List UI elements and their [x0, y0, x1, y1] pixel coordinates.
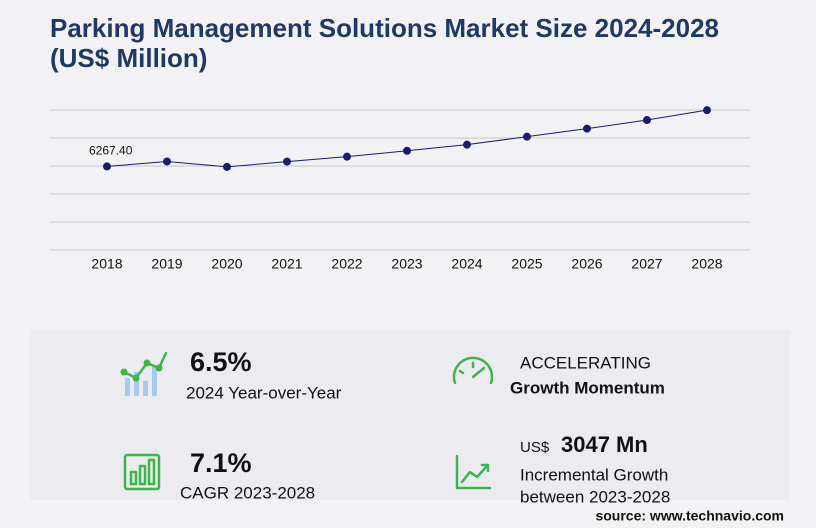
x-tick-label: 2021	[271, 256, 302, 272]
stat-prefix: US$	[520, 439, 550, 456]
marker	[703, 106, 711, 115]
marker	[163, 157, 171, 166]
marker	[103, 162, 111, 171]
marker	[403, 146, 411, 155]
marker	[463, 140, 471, 149]
x-tick-label: 2025	[511, 256, 542, 272]
icon-yoy	[120, 351, 168, 396]
plot: 2018 2019 2020 2021 2022 2023 2024 2025 2026 2027…	[50, 106, 750, 272]
marker	[643, 116, 651, 124]
x-tick-label: 2028	[691, 256, 722, 272]
source: source: www.technavio.com	[595, 508, 784, 524]
stat-label: Growth Momentum	[510, 378, 665, 397]
x-tick-label: 2026	[571, 256, 602, 272]
stat-label: 2024 Year-over-Year	[186, 383, 342, 402]
marker	[343, 152, 351, 161]
marker	[523, 132, 531, 141]
value-label: 6267.40	[89, 144, 133, 158]
x-tick-label: 2020	[211, 256, 242, 272]
stat-label: Incremental Growth	[520, 465, 668, 484]
stat-label: CAGR 2023-2028	[180, 483, 315, 502]
x-tick-label: 2023	[391, 256, 422, 272]
stat-value: 6.5%	[190, 347, 252, 377]
marker	[583, 124, 591, 133]
x-tick-label: 2018	[91, 256, 122, 272]
stat-value: 3047 Mn	[561, 432, 648, 457]
stat-value: ACCELERATING	[520, 353, 651, 372]
icon-gauge	[452, 356, 494, 385]
stat-value: 7.1%	[190, 448, 252, 478]
x-tick-label: 2027	[631, 256, 662, 272]
icon-growth	[455, 454, 492, 490]
line	[106, 109, 708, 168]
marker	[283, 157, 291, 166]
stat-label: between 2023-2028	[520, 487, 670, 506]
x-tick-label: 2019	[151, 256, 182, 272]
x-tick-label: 2024	[451, 256, 482, 272]
chart-subtitle: (US$ Million)	[50, 43, 207, 73]
chart-title: Parking Management Solutions Market Size…	[50, 13, 719, 43]
icon-cagr	[123, 453, 161, 491]
marker	[223, 162, 231, 171]
x-tick-label: 2022	[331, 256, 362, 272]
stats-panel	[30, 330, 790, 500]
